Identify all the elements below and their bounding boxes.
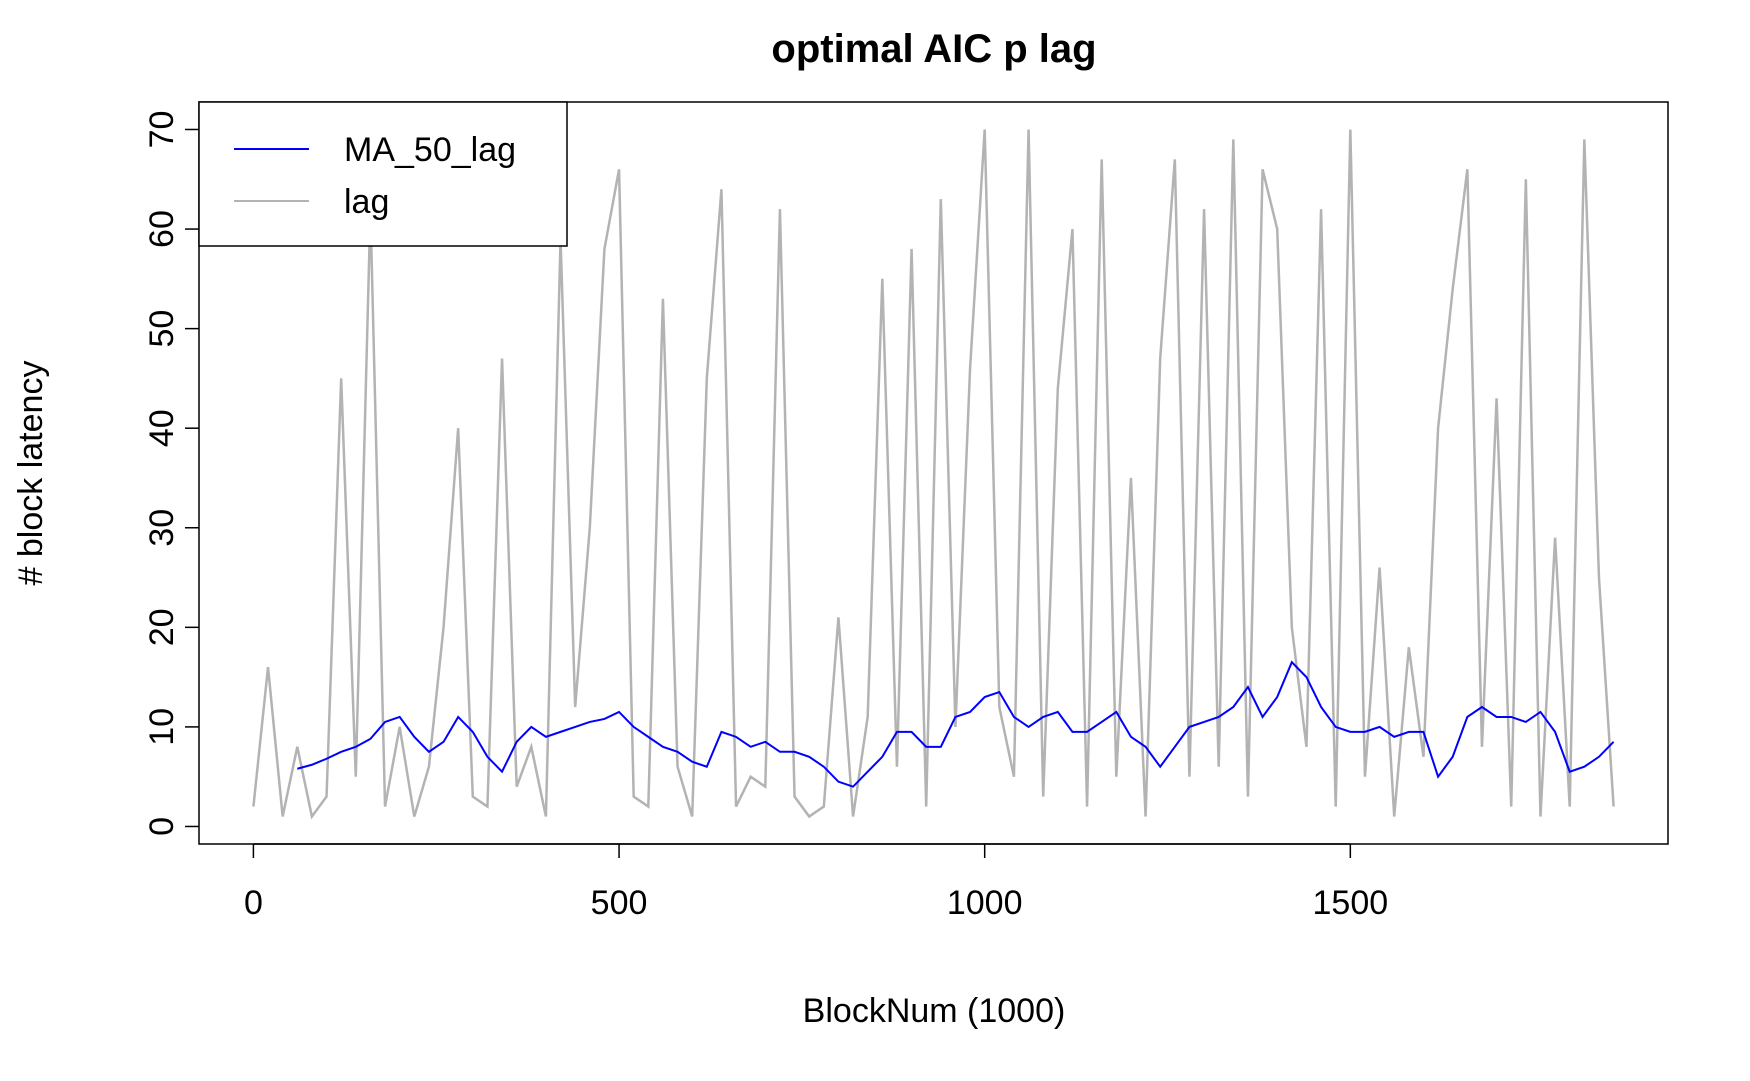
- series-line: [297, 660, 1615, 788]
- x-axis-label: BlockNum (1000): [803, 992, 1066, 1030]
- y-tick-label: 30: [143, 509, 181, 547]
- y-tick-label: 70: [143, 111, 181, 149]
- x-tick-label: 1500: [1313, 884, 1389, 922]
- y-tick-label: 20: [143, 608, 181, 646]
- y-axis-label: # block latency: [12, 361, 50, 586]
- legend-box: [198, 101, 568, 247]
- plot-area: [252, 129, 1615, 820]
- legend-label: lag: [344, 183, 389, 221]
- chart-title: optimal AIC p lag: [771, 27, 1096, 71]
- y-tick-label: 0: [143, 817, 181, 836]
- y-tick-label: 60: [143, 210, 181, 248]
- plot-frame: [198, 101, 1669, 845]
- y-tick-label: 10: [143, 708, 181, 746]
- x-tick-label: 500: [591, 884, 648, 922]
- series-line: [252, 129, 1615, 820]
- y-tick-label: 50: [143, 310, 181, 348]
- x-tick-label: 0: [244, 884, 263, 922]
- x-tick-label: 1000: [947, 884, 1023, 922]
- legend-label: MA_50_lag: [344, 131, 516, 169]
- y-tick-label: 40: [143, 409, 181, 447]
